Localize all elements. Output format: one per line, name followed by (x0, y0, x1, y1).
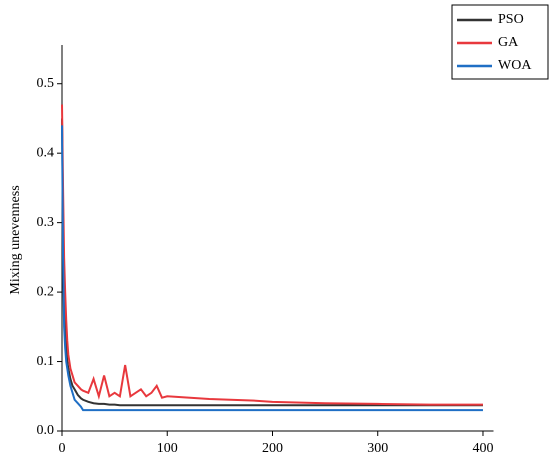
series-line (61, 118, 483, 407)
legend-label: GA (498, 35, 519, 50)
y-tick-label: 0.0 (37, 423, 55, 438)
y-axis-label: Mixing unevenness (8, 185, 23, 294)
series-line (61, 125, 483, 412)
x-tick-label: 300 (367, 441, 388, 456)
x-tick-label: 400 (472, 441, 493, 456)
y-tick-label: 0.3 (37, 215, 55, 230)
x-tick-label: 200 (262, 441, 283, 456)
y-tick-label: 0.5 (37, 76, 55, 91)
x-tick-label: 100 (157, 441, 178, 456)
y-tick-label: 0.4 (37, 145, 55, 160)
x-tick-label: 0 (59, 441, 66, 456)
legend-label: WOA (498, 58, 532, 73)
y-tick-label: 0.2 (37, 284, 55, 299)
legend-label: PSO (498, 12, 524, 27)
series-line (61, 104, 483, 406)
y-tick-label: 0.1 (37, 354, 55, 369)
